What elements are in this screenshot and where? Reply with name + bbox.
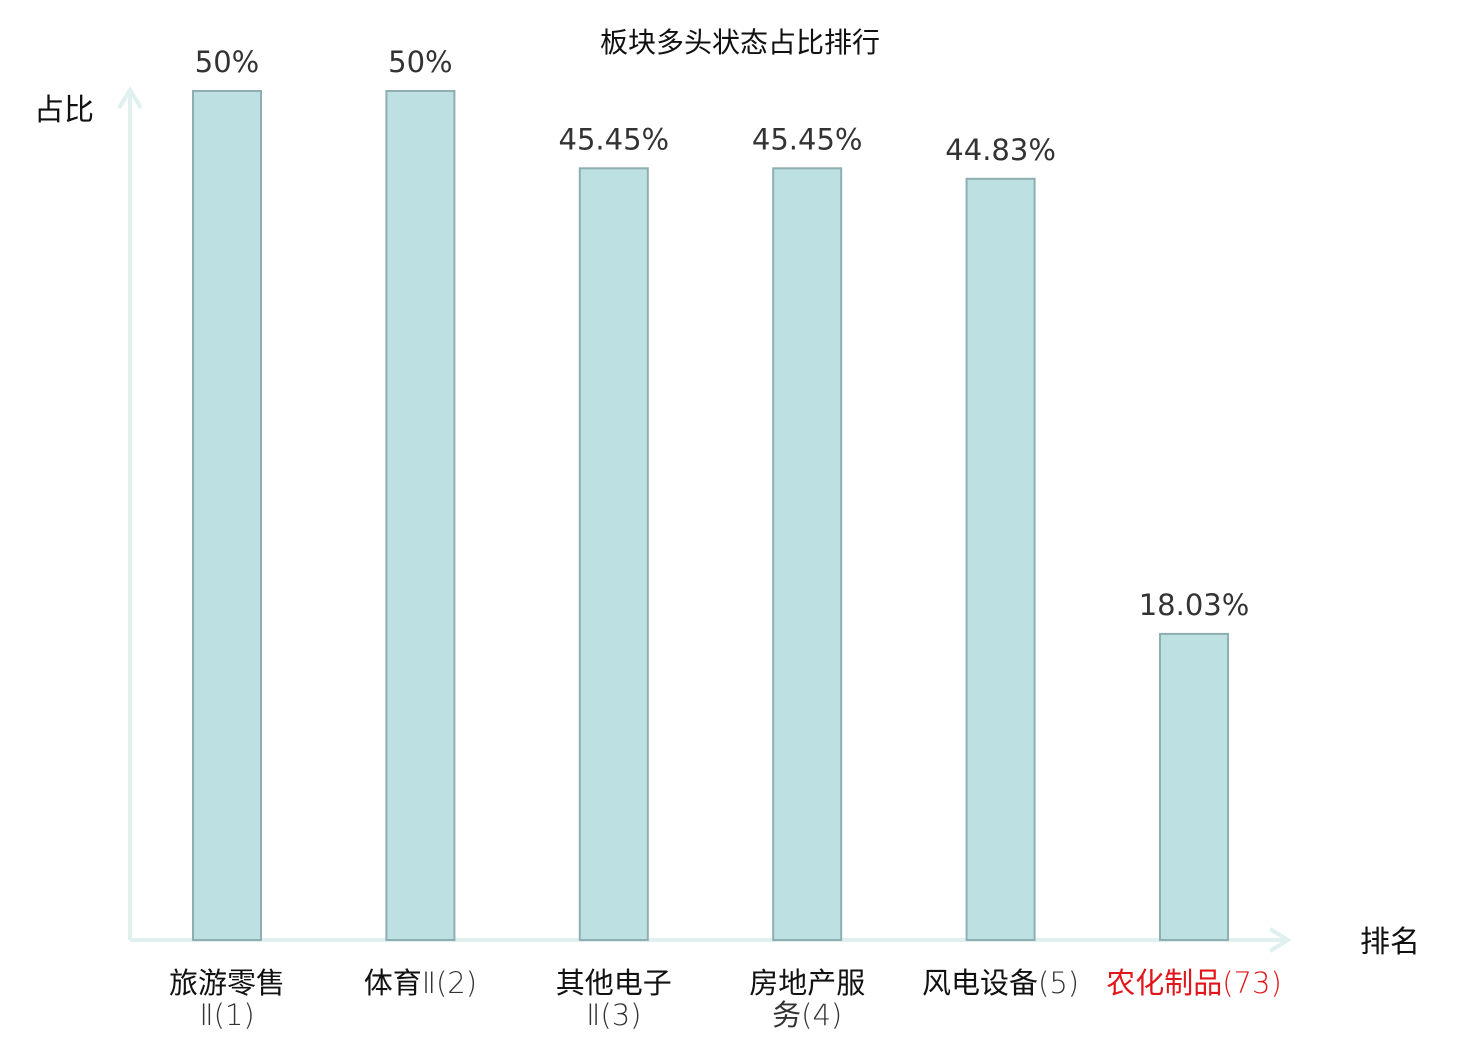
category-label-5: 风电设备(5) — [922, 966, 1079, 1000]
value-label-6: 18.03% — [1139, 588, 1250, 622]
category-name-1: 旅游零售 — [169, 966, 285, 1000]
category-rank-3: Ⅱ(3) — [586, 998, 641, 1032]
category-rank-1: Ⅱ(1) — [199, 998, 254, 1032]
category-name-3: 其他电子 — [556, 966, 672, 1000]
bar-5 — [965, 177, 1036, 942]
category-rank-6: (73) — [1222, 966, 1282, 1000]
category-label-2: 体育Ⅱ(2) — [364, 966, 477, 1000]
category-name-5: 风电设备 — [922, 966, 1038, 1000]
y-axis — [117, 86, 143, 940]
category-name-4: 房地产服 — [749, 966, 865, 1000]
category-rank-4: 务(4) — [772, 998, 842, 1032]
category-label-6: 农化制品(73) — [1106, 966, 1282, 1000]
x-axis-arrow — [1268, 927, 1292, 953]
x-axis — [130, 927, 1292, 953]
value-labels-group: 50% 50% 45.45% 45.45% 44.83% 18.03% — [195, 45, 1250, 622]
value-label-5: 44.83% — [945, 133, 1056, 167]
bar-2 — [385, 90, 456, 941]
value-label-1: 50% — [195, 45, 259, 79]
category-rank-5: (5) — [1038, 966, 1079, 1000]
y-axis-label: 占比 — [34, 93, 94, 128]
y-axis-arrow — [117, 86, 143, 110]
bar-4 — [772, 167, 843, 942]
value-label-3: 45.45% — [559, 122, 670, 156]
bar-3 — [578, 167, 649, 942]
category-name-2: 体育 — [364, 966, 422, 1000]
chart-title: 板块多头状态占比排行 — [600, 26, 880, 59]
x-axis-label: 排名 — [1360, 925, 1420, 960]
category-name-6: 农化制品 — [1106, 966, 1222, 1000]
value-label-4: 45.45% — [752, 122, 863, 156]
bar-6 — [1159, 632, 1229, 942]
bar-1 — [192, 90, 262, 941]
category-rank-2: Ⅱ(2) — [422, 966, 477, 1000]
value-label-2: 50% — [388, 45, 452, 79]
bars-group — [192, 90, 1229, 942]
